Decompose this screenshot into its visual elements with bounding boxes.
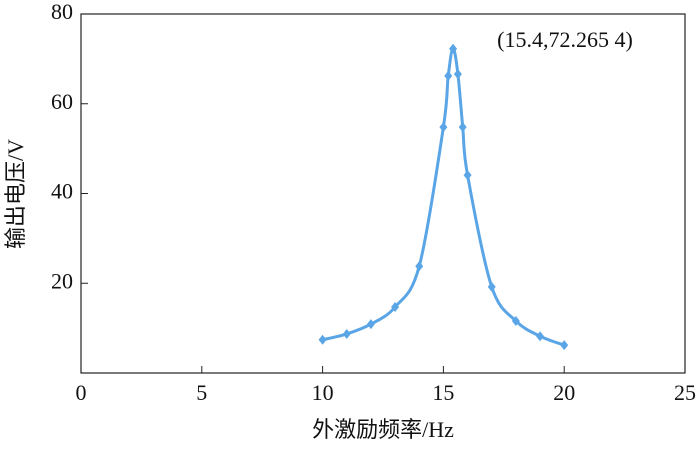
point-marker: [449, 43, 458, 54]
x-axis-label: 外激励频率/Hz: [312, 417, 454, 442]
x-tick-label: 20: [553, 380, 575, 405]
y-tick-label: 20: [51, 268, 73, 293]
x-tick-label: 10: [312, 380, 334, 405]
y-tick-label: 60: [51, 89, 73, 114]
point-marker: [415, 261, 424, 272]
point-marker: [453, 69, 462, 80]
y-tick-label: 40: [51, 179, 73, 204]
plot-frame: [80, 13, 686, 374]
point-marker: [463, 170, 472, 181]
point-marker: [439, 122, 448, 133]
series-line: [322, 47, 565, 347]
point-marker: [536, 331, 545, 342]
point-marker: [511, 315, 520, 326]
point-marker: [487, 281, 496, 292]
point-marker: [366, 319, 375, 330]
point-marker: [342, 328, 351, 339]
y-tick-label: 80: [51, 0, 73, 24]
point-marker: [444, 70, 453, 81]
x-tick-label: 5: [196, 380, 207, 405]
y-axis-label: 输出电压/V: [3, 139, 28, 249]
x-tick-label: 15: [432, 380, 454, 405]
point-marker: [391, 302, 400, 313]
x-tick-label: 25: [674, 380, 696, 405]
point-marker: [560, 340, 569, 351]
x-tick-label: 0: [76, 380, 87, 405]
annotation: (15.4,72.265 4): [497, 27, 633, 52]
point-marker: [318, 334, 327, 345]
point-marker: [458, 122, 467, 133]
